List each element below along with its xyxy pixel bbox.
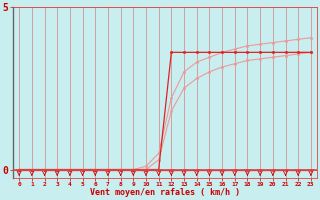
X-axis label: Vent moyen/en rafales ( km/h ): Vent moyen/en rafales ( km/h ) xyxy=(90,188,240,197)
